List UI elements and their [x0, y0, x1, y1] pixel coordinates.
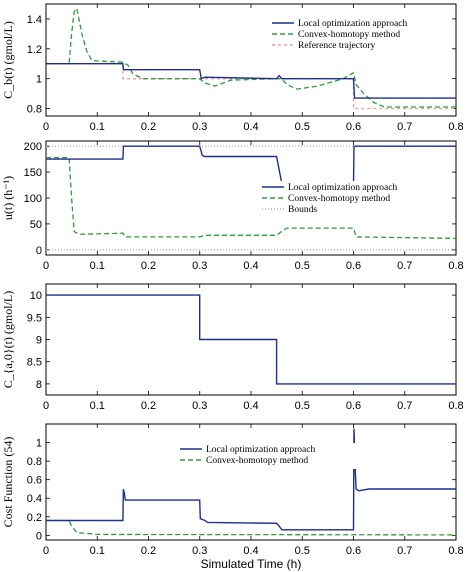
- y-tick-label: 9: [36, 335, 42, 347]
- x-tick-label: 0.1: [90, 545, 105, 557]
- legend: Local optimization approachConvex-homoto…: [268, 17, 448, 54]
- legend-label: Bounds: [288, 205, 317, 215]
- x-tick-label: 0.3: [192, 545, 207, 557]
- y-tick-label: 150: [24, 167, 42, 179]
- x-tick-label: 0.5: [295, 400, 310, 412]
- legend-label: Convex-homotopy method: [298, 30, 400, 40]
- y-tick-label: 8: [36, 379, 42, 391]
- series-line-reference-trajectory: [46, 63, 456, 110]
- y-tick-label: 1: [36, 438, 42, 450]
- y-tick-label: 200: [24, 141, 42, 153]
- series-group: [46, 145, 456, 251]
- y-axis-label: C_b(t) (gmol/L): [1, 21, 15, 99]
- chart-panel-2: 0 0.1 0.2 0.3 0.4 0.5 0.6 0.7 0.8 0 50 100 150 200 u(t…: [1, 140, 464, 272]
- legend-label: Convex-homotopy method: [288, 194, 390, 204]
- series-line-local-optimization-approach: [46, 428, 456, 531]
- x-tick-label: 0.5: [295, 545, 310, 557]
- legend: Local optimization approachConvex-homoto…: [176, 443, 356, 469]
- x-tick-label: 0: [43, 260, 49, 272]
- series-line-convex-homotopy-method: [46, 156, 456, 240]
- x-tick-label: 0: [43, 400, 49, 412]
- x-tick-label: 0.1: [90, 260, 105, 272]
- series-line-local-optimization-approach: [46, 63, 456, 99]
- legend-label: Local optimization approach: [298, 19, 407, 29]
- x-tick-label: 0.3: [192, 260, 207, 272]
- x-tick-label: 0.3: [192, 121, 207, 133]
- y-tick-label: 0.2: [27, 512, 42, 524]
- x-tick-label: 0.2: [141, 400, 156, 412]
- y-tick-label: 0: [36, 245, 42, 257]
- series-line-unnamed: [46, 294, 456, 385]
- y-tick-label: 1.2: [27, 44, 42, 56]
- legend-label: Local optimization approach: [206, 445, 315, 455]
- x-tick-label: 0.3: [192, 400, 207, 412]
- x-tick-label: 0.7: [397, 545, 412, 557]
- y-tick-label: 0.8: [27, 104, 42, 116]
- x-tick-label: 0: [43, 545, 49, 557]
- y-tick-label: 9.5: [27, 312, 42, 324]
- x-tick-label: 0.6: [346, 400, 361, 412]
- x-tick-label: 0.8: [448, 400, 463, 412]
- x-tick-label: 0.4: [243, 545, 258, 557]
- x-tick-label: 0.4: [243, 121, 258, 133]
- series-line-convex-homotopy-method: [46, 7, 456, 108]
- x-tick-label: 0.7: [397, 260, 412, 272]
- x-tick-label: 0.8: [448, 121, 463, 133]
- x-tick-label: 0.5: [295, 260, 310, 272]
- chart-panel-1: 0 0.1 0.2 0.3 0.4 0.5 0.6 0.7 0.8 0.8 1 1.2 1.4 C_b(t…: [1, 3, 464, 133]
- y-axis-label: Cost Function (54): [1, 437, 15, 528]
- y-axis-label: C_{a,0}(t) (gmol/L): [1, 291, 15, 389]
- x-tick-label: 0.6: [346, 121, 361, 133]
- x-tick-label: 0.1: [90, 121, 105, 133]
- legend-label: Local optimization approach: [288, 183, 397, 193]
- x-tick-label: 0.8: [448, 545, 463, 557]
- y-tick-label: 0.4: [27, 493, 42, 505]
- y-tick-label: 1: [36, 74, 42, 86]
- y-tick-label: 10: [30, 290, 42, 302]
- x-tick-label: 0.5: [295, 121, 310, 133]
- legend-label: Convex-homotopy method: [206, 456, 308, 466]
- x-tick-label: 0: [43, 121, 49, 133]
- x-tick-label: 0.2: [141, 260, 156, 272]
- x-tick-label: 0.1: [90, 400, 105, 412]
- series-group: [46, 294, 456, 385]
- x-tick-label: 0.6: [346, 260, 361, 272]
- y-tick-label: 100: [24, 193, 42, 205]
- legend-label: Reference trajectory: [298, 40, 376, 51]
- y-tick-label: 1.4: [27, 14, 42, 26]
- y-tick-label: 50: [30, 219, 42, 231]
- x-tick-label: 0.2: [141, 545, 156, 557]
- legend: Local optimization approachConvex-homoto…: [258, 181, 438, 218]
- x-tick-label: 0.4: [243, 400, 258, 412]
- series-group: [46, 7, 456, 110]
- y-axis-label: u(t) (h⁻¹): [1, 176, 15, 220]
- y-tick-label: 0.8: [27, 456, 42, 468]
- y-tick-label: 8.5: [27, 357, 42, 369]
- chart-panel-4: 0 0.1 0.2 0.3 0.4 0.5 0.6 0.7 0.8 0 0.2 0.4 0.6 0.8 1 C…: [1, 423, 464, 571]
- y-tick-label: 0.6: [27, 475, 42, 487]
- y-tick-label: 0: [36, 530, 42, 542]
- x-axis-label: Simulated Time (h): [201, 557, 302, 571]
- x-tick-label: 0.6: [346, 545, 361, 557]
- x-tick-label: 0.2: [141, 121, 156, 133]
- series-group: [46, 428, 456, 536]
- x-tick-label: 0.7: [397, 400, 412, 412]
- x-tick-label: 0.4: [243, 260, 258, 272]
- chart-panel-3: 0 0.1 0.2 0.3 0.4 0.5 0.6 0.7 0.8 8 8.5 9 9.5 10 C_{a,…: [1, 283, 464, 412]
- series-line-local-optimization-approach: [46, 145, 456, 186]
- x-tick-label: 0.8: [448, 260, 463, 272]
- x-tick-label: 0.7: [397, 121, 412, 133]
